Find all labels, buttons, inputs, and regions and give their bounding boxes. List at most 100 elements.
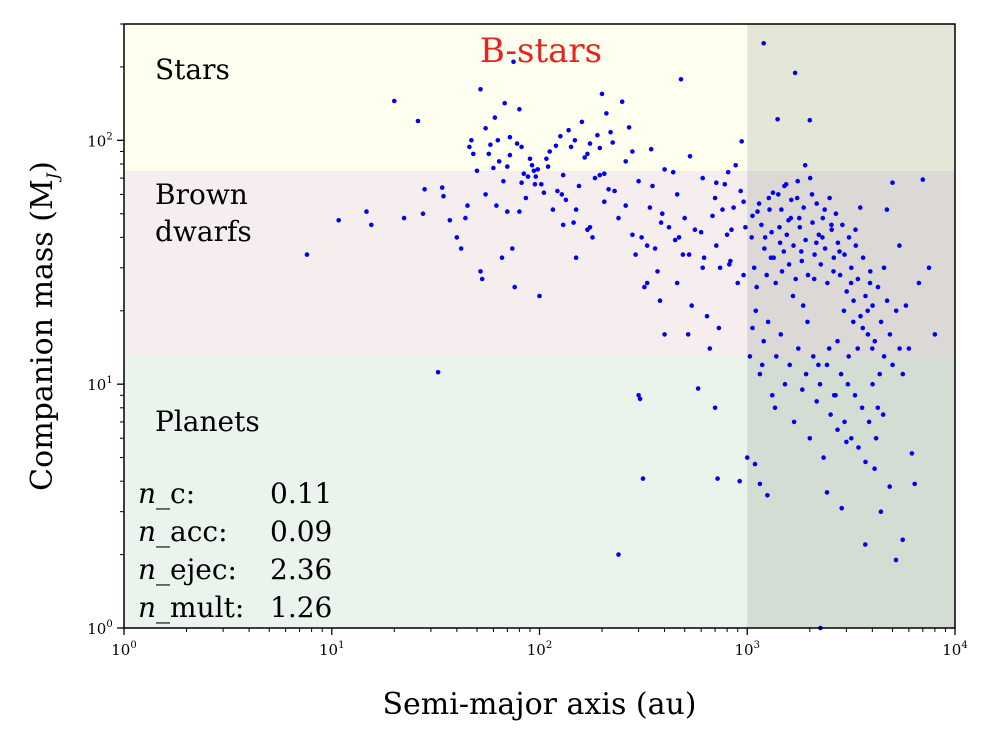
stat-label-name: _c: xyxy=(156,477,195,510)
data-point xyxy=(492,115,498,120)
data-point xyxy=(633,252,638,257)
data-point xyxy=(770,190,776,195)
data-point xyxy=(602,199,607,204)
data-point xyxy=(616,552,621,557)
data-point xyxy=(545,164,551,169)
data-point xyxy=(842,252,847,257)
data-point xyxy=(525,174,531,179)
stat-label: n_acc: xyxy=(138,515,228,548)
data-point xyxy=(778,332,784,337)
data-point xyxy=(772,405,778,411)
data-point xyxy=(415,118,421,124)
data-point xyxy=(741,199,746,204)
data-point xyxy=(392,98,397,104)
data-point xyxy=(805,319,810,325)
data-point xyxy=(420,211,426,216)
data-point xyxy=(872,338,878,344)
data-point xyxy=(571,220,576,225)
data-point xyxy=(710,213,715,219)
data-point xyxy=(502,100,508,106)
x-tick-label-exponent: 0 xyxy=(130,640,136,651)
data-point xyxy=(700,265,705,271)
data-point xyxy=(858,205,863,210)
data-point xyxy=(903,303,909,308)
data-point xyxy=(855,346,860,351)
stat-value: 0.09 xyxy=(270,515,332,548)
data-point xyxy=(863,459,868,465)
data-point xyxy=(535,167,540,172)
data-point xyxy=(537,293,542,299)
data-point xyxy=(781,249,787,254)
data-point xyxy=(738,188,743,194)
data-point xyxy=(777,240,783,246)
data-point xyxy=(644,280,650,286)
data-point xyxy=(610,140,615,145)
data-point xyxy=(505,209,510,214)
data-point xyxy=(724,232,730,238)
data-point xyxy=(655,269,660,274)
data-point xyxy=(483,126,488,131)
data-point xyxy=(531,168,537,174)
y-tick-label-base: 10 xyxy=(87,132,106,150)
data-point xyxy=(875,284,881,290)
data-point xyxy=(856,445,861,450)
data-point xyxy=(755,209,760,214)
data-point xyxy=(833,211,839,216)
data-point xyxy=(829,227,834,232)
data-point xyxy=(849,436,854,441)
data-point xyxy=(851,298,856,304)
axis-ticks xyxy=(117,23,956,635)
data-point xyxy=(401,215,407,221)
data-point xyxy=(839,505,844,511)
data-point xyxy=(829,222,834,228)
data-point xyxy=(336,218,342,223)
data-point xyxy=(868,269,873,274)
data-point xyxy=(863,293,868,299)
data-point xyxy=(585,151,590,157)
data-point xyxy=(435,369,441,375)
data-point xyxy=(791,243,796,248)
data-point xyxy=(637,396,643,402)
data-point xyxy=(802,163,808,168)
data-point xyxy=(364,209,369,214)
data-point xyxy=(304,252,310,257)
data-point xyxy=(870,381,875,387)
region-labels: Stars Brown dwarfs Planets xyxy=(155,53,260,438)
stats-block: n_c: 0.11n_acc: 0.09n_ejec: 2.36n_mult: 1.26 xyxy=(138,477,332,624)
data-point xyxy=(644,243,650,248)
data-point xyxy=(687,154,693,159)
data-point xyxy=(544,156,549,162)
data-point xyxy=(573,207,579,212)
data-point xyxy=(745,455,750,460)
stat-label-name: _acc: xyxy=(156,515,228,548)
data-point xyxy=(612,188,617,194)
stat-value: 0.11 xyxy=(270,477,332,510)
data-point xyxy=(714,243,719,248)
data-point xyxy=(529,163,535,168)
data-point xyxy=(439,185,445,190)
data-point xyxy=(858,313,863,319)
x-tick-label-exponent: 2 xyxy=(546,640,552,651)
data-point xyxy=(474,168,480,174)
data-point xyxy=(652,246,658,251)
data-point xyxy=(776,192,781,197)
data-point xyxy=(717,265,723,271)
data-point xyxy=(797,215,802,221)
data-point xyxy=(595,132,600,138)
data-point xyxy=(467,144,472,150)
data-point xyxy=(753,308,759,314)
data-point xyxy=(463,215,468,221)
data-point xyxy=(849,265,854,271)
data-point xyxy=(841,308,847,314)
data-point xyxy=(602,171,607,176)
x-tick-label: 100 xyxy=(111,640,136,659)
data-point xyxy=(764,272,769,278)
data-point xyxy=(672,237,678,243)
data-point xyxy=(866,419,872,425)
data-point xyxy=(458,246,464,251)
data-point xyxy=(865,308,870,314)
data-point xyxy=(660,211,665,216)
data-point xyxy=(741,272,746,278)
data-point xyxy=(872,466,877,472)
